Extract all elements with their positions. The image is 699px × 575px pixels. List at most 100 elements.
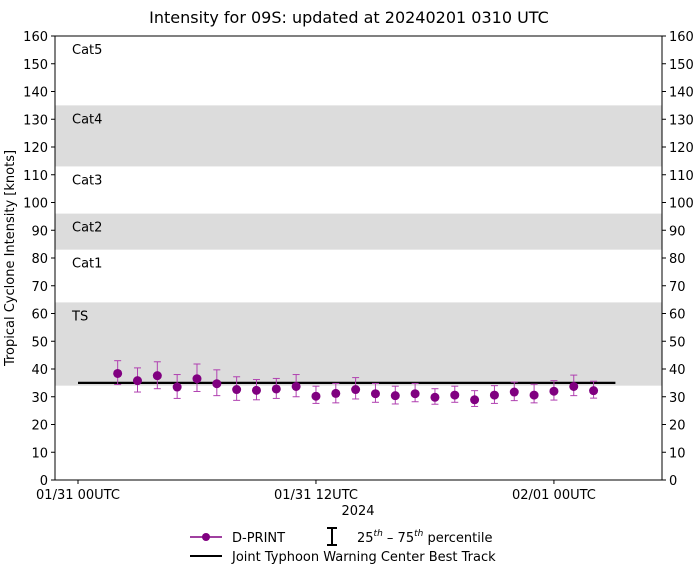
category-label-cat3: Cat3: [72, 173, 102, 188]
y-axis-label: Tropical Cyclone Intensity [knots]: [3, 150, 18, 367]
dprint-point: [271, 384, 281, 394]
legend-besttrack-label: Joint Typhoon Warning Center Best Track: [231, 550, 496, 565]
dprint-point: [470, 395, 480, 405]
dprint-point-group: [132, 367, 142, 393]
dprint-point-group: [529, 383, 539, 404]
y-tick-label-left: 130: [23, 113, 48, 128]
y-tick-label-left: 110: [23, 169, 48, 184]
y-tick-label-right: 0: [669, 474, 677, 489]
data-marks: [78, 360, 616, 407]
dprint-point: [311, 391, 321, 401]
y-tick-label-right: 120: [669, 141, 694, 156]
y-tick-label-right: 10: [669, 446, 686, 461]
x-tick-label: 01/31 00UTC: [36, 488, 120, 503]
plot-frame: [54, 35, 663, 481]
dprint-point: [331, 388, 341, 398]
y-tick-label-right: 50: [669, 335, 686, 350]
dprint-point-group: [589, 380, 599, 399]
dprint-point-group: [152, 361, 162, 390]
legend: D-PRINT 25th – 75th percentile Joint Typ…: [190, 527, 496, 565]
y-tick-label-left: 60: [31, 308, 48, 323]
dprint-point: [232, 385, 242, 395]
y-tick-label-left: 80: [31, 252, 48, 267]
band-ts: [55, 302, 662, 386]
dprint-point: [589, 386, 599, 396]
y-tick-label-right: 100: [669, 197, 694, 212]
y-tick-label-right: 30: [669, 391, 686, 406]
dprint-point-group: [232, 376, 242, 401]
y-tick-label-right: 110: [669, 169, 694, 184]
dprint-point-group: [212, 369, 222, 397]
dprint-point: [172, 382, 182, 392]
band-cat4: [55, 105, 662, 167]
legend-errorbar-icon: [327, 527, 337, 546]
dprint-point: [351, 385, 361, 395]
dprint-point: [152, 371, 162, 381]
dprint-point: [410, 389, 420, 399]
dprint-point: [430, 392, 440, 402]
category-bands: [55, 105, 662, 386]
dprint-point: [192, 374, 202, 384]
dprint-point-group: [450, 385, 460, 403]
dprint-point-group: [271, 377, 281, 399]
dprint-point: [113, 368, 123, 378]
dprint-point: [450, 390, 460, 400]
y-tick-label-right: 20: [669, 419, 686, 434]
dprint-point: [291, 381, 301, 391]
category-label-cat5: Cat5: [72, 43, 102, 58]
dprint-point-group: [410, 382, 420, 403]
chart-title: Intensity for 09S: updated at 20240201 0…: [149, 8, 549, 27]
dprint-point-group: [251, 379, 261, 401]
y-tick-label-left: 30: [31, 391, 48, 406]
dprint-point-group: [470, 390, 480, 407]
category-labels: TS Cat1 Cat2 Cat3 Cat4 Cat5: [71, 43, 102, 324]
y-tick-label-left: 90: [31, 224, 48, 239]
dprint-point: [370, 389, 380, 399]
y-tick-label-right: 160: [669, 30, 694, 45]
dprint-point: [529, 390, 539, 400]
y-tick-label-right: 140: [669, 86, 694, 101]
category-label-cat4: Cat4: [72, 112, 102, 127]
y-tick-label-right: 150: [669, 58, 694, 73]
band-cat2: [55, 213, 662, 250]
dprint-point: [509, 387, 519, 397]
legend-dprint-label: D-PRINT: [232, 531, 285, 546]
y-tick-label-right: 90: [669, 224, 686, 239]
dprint-point-group: [569, 374, 579, 397]
x-axis-label: 2024: [341, 504, 374, 519]
dprint-point: [569, 381, 579, 391]
dprint-point-group: [311, 385, 321, 404]
dprint-point: [489, 390, 499, 400]
dprint-point: [212, 379, 222, 389]
category-label-cat2: Cat2: [72, 221, 102, 236]
dprint-point: [132, 376, 142, 386]
y-tick-label-left: 120: [23, 141, 48, 156]
y-tick-label-left: 0: [40, 474, 48, 489]
legend-dprint-marker: [202, 533, 210, 541]
dprint-point: [549, 386, 559, 396]
y-tick-label-left: 150: [23, 58, 48, 73]
y-tick-label-left: 100: [23, 197, 48, 212]
y-tick-label-left: 10: [31, 446, 48, 461]
y-tick-label-right: 40: [669, 363, 686, 378]
dprint-point-group: [331, 382, 341, 404]
legend-percentile-label: 25th – 75th percentile: [357, 529, 492, 546]
dprint-point-group: [390, 385, 400, 405]
dprint-point-group: [509, 381, 519, 402]
y-tick-label-left: 50: [31, 335, 48, 350]
y-tick-label-left: 140: [23, 86, 48, 101]
x-tick-label: 01/31 12UTC: [274, 488, 358, 503]
dprint-point-group: [192, 363, 202, 392]
dprint-point-group: [291, 374, 301, 398]
y-tick-label-right: 70: [669, 280, 686, 295]
category-label-cat1: Cat1: [72, 257, 102, 272]
category-label-ts: TS: [71, 309, 88, 324]
axes: 0 0 10 10 20 20 30 30 40 40 50 50 60 60 70 70 80 80 90 90 10…: [23, 30, 694, 503]
y-tick-label-left: 20: [31, 419, 48, 434]
y-tick-label-left: 70: [31, 280, 48, 295]
dprint-point-group: [113, 360, 123, 386]
dprint-point: [390, 391, 400, 401]
y-tick-label-left: 160: [23, 30, 48, 45]
